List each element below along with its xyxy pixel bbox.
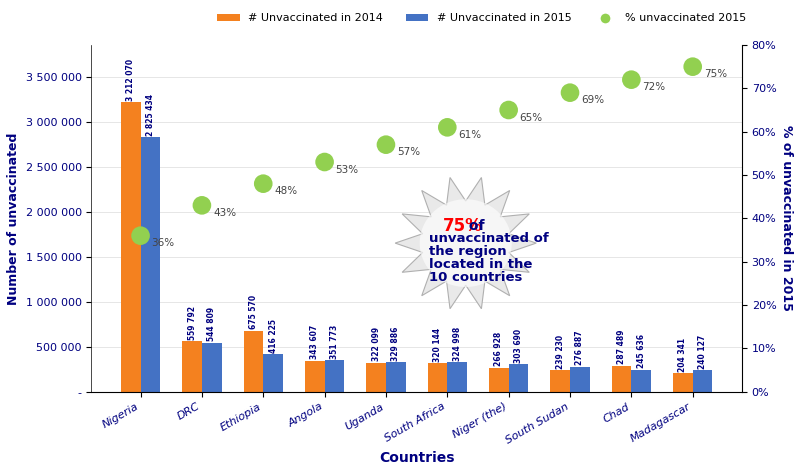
Bar	[366, 362, 386, 392]
Bar	[121, 102, 141, 392]
Ellipse shape	[420, 199, 512, 287]
Text: 36%: 36%	[151, 238, 174, 248]
Text: 343 607: 343 607	[310, 325, 319, 359]
Y-axis label: Number of unvaccinated: Number of unvaccinated	[7, 132, 20, 304]
Y-axis label: % of unvaccinated in 2015: % of unvaccinated in 2015	[780, 126, 793, 311]
Bar	[631, 370, 651, 392]
Bar	[244, 331, 263, 392]
Bar	[263, 354, 283, 392]
Legend: # Unvaccinated in 2014, # Unvaccinated in 2015, % unvaccinated 2015: # Unvaccinated in 2014, # Unvaccinated i…	[213, 9, 750, 28]
Bar	[325, 360, 344, 392]
Bar	[182, 341, 202, 392]
Text: of: of	[464, 219, 484, 233]
Bar	[612, 366, 631, 392]
Text: 324 998: 324 998	[453, 327, 462, 361]
Text: 61%: 61%	[458, 130, 482, 140]
% unvaccinated 2015	[686, 63, 699, 70]
Text: 416 225: 416 225	[269, 319, 278, 353]
Text: located in the: located in the	[429, 258, 532, 270]
Bar	[447, 362, 467, 392]
Text: 57%: 57%	[397, 147, 420, 158]
% unvaccinated 2015	[257, 180, 270, 187]
Bar	[693, 370, 712, 392]
% unvaccinated 2015	[195, 202, 208, 209]
Bar	[673, 373, 693, 392]
Text: 245 636: 245 636	[637, 334, 646, 368]
Bar	[570, 367, 590, 392]
Text: 240 127: 240 127	[698, 335, 707, 369]
Text: 303 690: 303 690	[514, 329, 523, 363]
Text: 320 144: 320 144	[433, 328, 442, 362]
Text: 2 825 434: 2 825 434	[146, 94, 155, 136]
Text: 329 886: 329 886	[391, 326, 400, 361]
Text: 72%: 72%	[642, 83, 666, 93]
% unvaccinated 2015	[318, 158, 331, 166]
% unvaccinated 2015	[502, 106, 515, 114]
Text: 10 countries: 10 countries	[429, 270, 522, 284]
Text: 69%: 69%	[581, 95, 604, 105]
Text: 204 341: 204 341	[678, 338, 687, 372]
Text: 53%: 53%	[336, 165, 358, 175]
Bar	[509, 364, 528, 392]
Text: 48%: 48%	[274, 186, 298, 196]
Bar	[141, 137, 160, 392]
Text: 239 230: 239 230	[556, 335, 565, 369]
Text: 266 928: 266 928	[494, 332, 503, 366]
Text: 43%: 43%	[213, 208, 236, 218]
Bar	[489, 368, 509, 392]
Text: 287 489: 287 489	[617, 330, 626, 364]
Text: 351 773: 351 773	[330, 324, 339, 359]
% unvaccinated 2015	[134, 232, 147, 239]
Text: 3 212 070: 3 212 070	[126, 59, 135, 101]
Text: 75%: 75%	[442, 217, 482, 235]
Text: 675 570: 675 570	[249, 295, 258, 329]
Bar	[305, 361, 325, 392]
% unvaccinated 2015	[564, 89, 577, 96]
Text: 559 792: 559 792	[187, 306, 197, 340]
% unvaccinated 2015	[625, 76, 638, 84]
Bar	[428, 363, 447, 392]
Text: 65%: 65%	[520, 113, 543, 123]
Text: 322 099: 322 099	[372, 327, 381, 362]
Text: the region: the region	[429, 245, 506, 258]
X-axis label: Countries: Countries	[379, 451, 454, 465]
Text: unvaccinated of: unvaccinated of	[429, 232, 549, 245]
Bar	[386, 362, 406, 392]
% unvaccinated 2015	[379, 141, 392, 149]
Text: 276 887: 276 887	[575, 331, 584, 365]
Bar	[202, 343, 222, 392]
Polygon shape	[395, 177, 536, 309]
Text: 75%: 75%	[704, 69, 727, 79]
Text: 544 809: 544 809	[207, 307, 216, 341]
% unvaccinated 2015	[441, 124, 454, 131]
Bar	[550, 370, 570, 392]
